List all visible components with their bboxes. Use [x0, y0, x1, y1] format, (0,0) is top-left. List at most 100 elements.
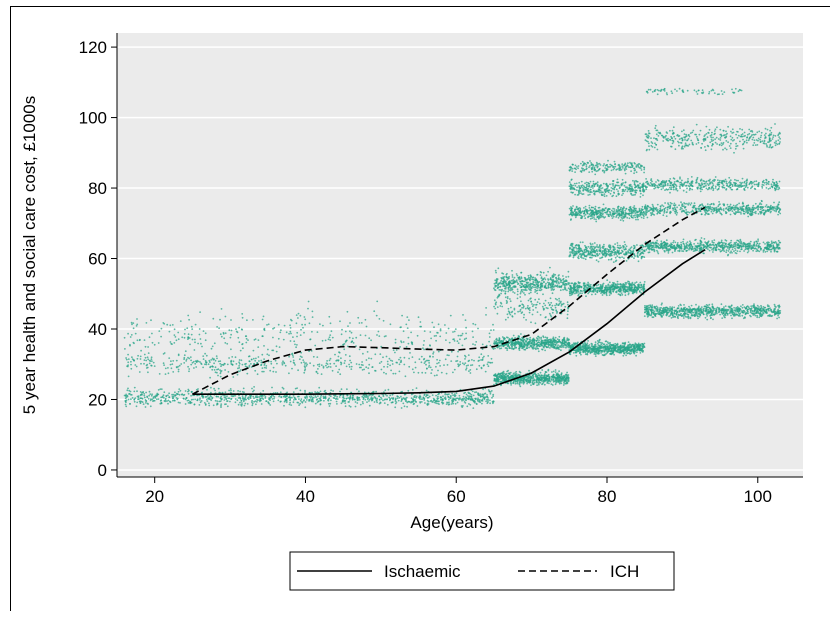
scatter-point: [511, 276, 514, 278]
scatter-point: [238, 370, 241, 373]
scatter-point: [150, 319, 152, 322]
scatter-point: [246, 319, 248, 322]
scatter-point: [278, 346, 281, 348]
scatter-point: [459, 334, 462, 337]
scatter-point: [270, 362, 273, 365]
scatter-point: [414, 399, 417, 401]
scatter-point: [613, 353, 615, 356]
scatter-point: [497, 267, 500, 270]
scatter-point: [432, 351, 435, 353]
scatter-point: [183, 354, 186, 357]
scatter-point: [154, 395, 157, 398]
scatter-point: [575, 354, 578, 357]
scatter-point: [310, 350, 313, 352]
scatter-point: [324, 397, 327, 400]
scatter-point: [535, 281, 537, 284]
scatter-point: [318, 391, 320, 394]
scatter-point: [491, 396, 493, 399]
scatter-point: [394, 398, 397, 401]
scatter-point: [423, 348, 425, 351]
scatter-point: [563, 280, 566, 283]
scatter-point: [532, 281, 535, 283]
scatter-point: [472, 322, 475, 325]
scatter-point: [423, 362, 426, 364]
scatter-point: [264, 397, 267, 399]
scatter-point: [537, 335, 539, 338]
scatter-point: [266, 353, 269, 356]
scatter-point: [294, 343, 296, 346]
scatter-point: [127, 398, 130, 401]
scatter-point: [511, 282, 513, 285]
scatter-point: [199, 397, 201, 400]
scatter-point: [317, 395, 319, 397]
scatter-point: [182, 394, 185, 397]
scatter-point: [331, 336, 334, 339]
scatter-point: [131, 397, 134, 399]
scatter-point: [380, 360, 383, 363]
scatter-point: [256, 396, 259, 398]
scatter-point: [554, 371, 557, 373]
scatter-point: [519, 339, 522, 341]
scatter-point: [376, 334, 378, 336]
scatter-point: [462, 314, 464, 316]
scatter-point: [252, 319, 254, 321]
scatter-point: [253, 389, 255, 392]
scatter-point: [639, 281, 642, 284]
scatter-point: [217, 368, 220, 371]
scatter-point: [362, 394, 365, 397]
scatter-point: [161, 396, 164, 399]
scatter-point: [464, 319, 467, 321]
scatter-point: [210, 347, 213, 350]
scatter-point: [611, 347, 614, 349]
scatter-point: [199, 401, 202, 404]
scatter-point: [454, 394, 457, 397]
scatter-point: [575, 351, 578, 353]
scatter-point: [500, 276, 503, 279]
scatter-point: [291, 367, 293, 370]
scatter-point: [175, 339, 178, 342]
scatter-point: [230, 333, 233, 336]
scatter-point: [171, 393, 174, 396]
scatter-point: [517, 373, 520, 376]
scatter-point: [554, 297, 557, 300]
scatter-point: [481, 402, 483, 405]
scatter-point: [304, 318, 307, 321]
scatter-point: [141, 397, 143, 400]
scatter-point: [532, 374, 535, 376]
scatter-point: [508, 373, 511, 376]
scatter-point: [246, 372, 249, 375]
scatter-point: [230, 398, 233, 400]
scatter-point: [529, 378, 532, 380]
scatter-point: [475, 368, 478, 371]
scatter-point: [382, 399, 384, 402]
scatter-point: [463, 397, 466, 400]
scatter-point: [627, 292, 630, 294]
scatter-point: [199, 311, 202, 313]
scatter-point: [185, 360, 188, 362]
scatter-point: [192, 360, 195, 363]
scatter-point: [522, 379, 525, 382]
scatter-point: [631, 349, 634, 351]
scatter-point: [428, 364, 431, 367]
scatter-point: [621, 293, 624, 296]
scatter-point: [544, 349, 546, 352]
scatter-point: [238, 365, 241, 367]
scatter-point: [199, 399, 201, 401]
scatter-point: [247, 339, 249, 341]
scatter-point: [630, 352, 633, 355]
scatter-point: [498, 344, 500, 347]
scatter-point: [572, 352, 575, 354]
scatter-point: [375, 314, 378, 317]
scatter-point: [242, 400, 245, 403]
scatter-point: [580, 346, 583, 348]
scatter-point: [204, 359, 207, 362]
scatter-point: [333, 362, 336, 365]
scatter-point: [474, 391, 476, 394]
scatter-point: [435, 400, 437, 403]
scatter-point: [173, 342, 176, 344]
scatter-point: [286, 391, 288, 394]
scatter-point: [637, 345, 640, 348]
scatter-point: [520, 300, 522, 303]
scatter-point: [397, 395, 399, 398]
scatter-point: [177, 331, 180, 334]
